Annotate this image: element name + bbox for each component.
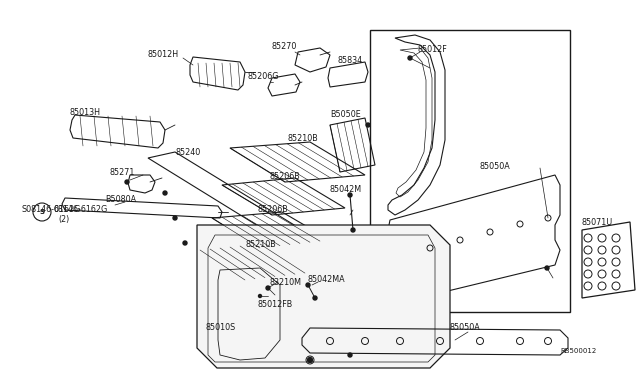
Text: 08146-6162G: 08146-6162G xyxy=(53,205,108,214)
Polygon shape xyxy=(197,225,450,368)
Text: 83210M: 83210M xyxy=(270,278,302,287)
Circle shape xyxy=(173,216,177,220)
Text: 85012FB: 85012FB xyxy=(258,300,293,309)
Circle shape xyxy=(366,123,370,127)
Circle shape xyxy=(183,241,187,245)
Circle shape xyxy=(348,353,352,357)
Text: 85834: 85834 xyxy=(338,56,363,65)
Text: 85206G: 85206G xyxy=(248,72,280,81)
Text: 85271: 85271 xyxy=(110,168,136,177)
Text: 85206B: 85206B xyxy=(258,205,289,214)
Text: 85010S: 85010S xyxy=(205,323,236,332)
Text: 85071U: 85071U xyxy=(582,218,613,227)
Text: B5050E: B5050E xyxy=(330,110,361,119)
Text: B5080A: B5080A xyxy=(105,195,136,204)
Text: 85240: 85240 xyxy=(175,148,200,157)
Circle shape xyxy=(545,266,549,270)
Circle shape xyxy=(306,283,310,287)
Circle shape xyxy=(163,191,167,195)
Text: 85210B: 85210B xyxy=(245,240,276,249)
Circle shape xyxy=(408,56,412,60)
Text: 85012H: 85012H xyxy=(147,50,178,59)
Text: 85042MA: 85042MA xyxy=(308,275,346,284)
Text: S08146-6162G: S08146-6162G xyxy=(22,205,81,214)
Text: 85270: 85270 xyxy=(272,42,298,51)
Text: 85050A: 85050A xyxy=(480,162,511,171)
Circle shape xyxy=(266,286,270,290)
Text: RB500012: RB500012 xyxy=(560,348,596,354)
Circle shape xyxy=(313,296,317,300)
Text: 85206B: 85206B xyxy=(270,172,301,181)
Text: 85013H: 85013H xyxy=(70,108,101,117)
Circle shape xyxy=(348,193,352,197)
Text: 85042M: 85042M xyxy=(330,185,362,194)
Circle shape xyxy=(259,295,262,298)
Circle shape xyxy=(125,180,129,184)
Text: 85210B: 85210B xyxy=(288,134,319,143)
Text: 85050A: 85050A xyxy=(450,323,481,332)
Text: (2): (2) xyxy=(58,215,69,224)
Circle shape xyxy=(307,357,312,362)
Circle shape xyxy=(351,228,355,232)
Text: S: S xyxy=(40,209,45,215)
Text: 85012F: 85012F xyxy=(418,45,448,54)
